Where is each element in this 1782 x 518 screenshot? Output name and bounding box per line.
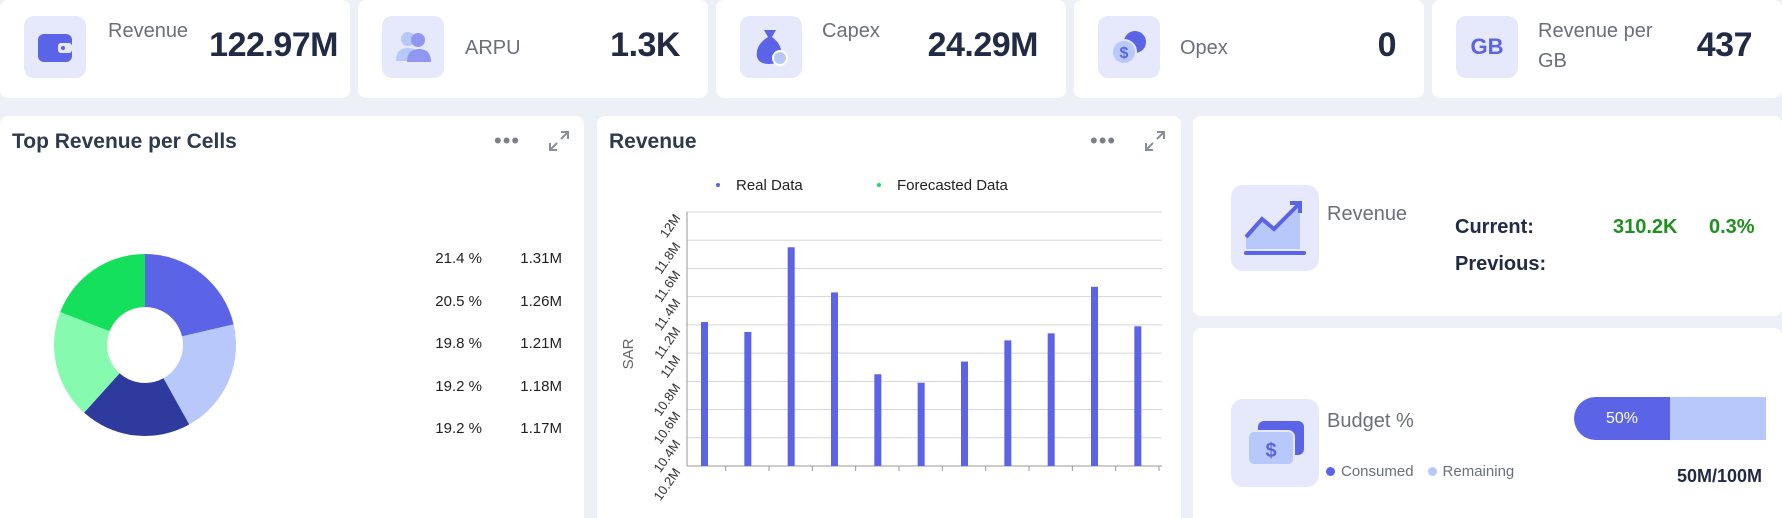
kpi-card-opex: $ Opex 0	[1074, 0, 1424, 98]
donut-legend-row: 19.2 % 1.17M	[404, 420, 562, 437]
kpi-label: Revenue per GB	[1538, 20, 1653, 72]
legend-marker-forecast	[877, 183, 881, 187]
current-label: Current:	[1455, 216, 1534, 238]
revenue-bar[interactable]	[831, 292, 838, 466]
legend-marker-real	[716, 183, 720, 187]
budget-label: Budget %	[1327, 410, 1414, 432]
row-percent: 19.8 %	[435, 335, 482, 352]
kpi-label: Capex	[822, 20, 880, 42]
donut-legend-row: 19.8 % 1.21M	[404, 335, 562, 352]
svg-text:$: $	[1120, 45, 1129, 62]
more-options-icon[interactable]: •••	[494, 128, 521, 153]
row-value: 1.21M	[520, 335, 562, 352]
donut-slice[interactable]	[84, 373, 190, 436]
budget-progress-fill: 50%	[1574, 397, 1670, 440]
gb-icon: GB	[1456, 16, 1518, 78]
row-percent: 19.2 %	[435, 420, 482, 437]
y-tick-label: 11.2M	[651, 324, 683, 361]
remaining-dot	[1427, 467, 1437, 476]
panel-actions: •••	[1090, 130, 1166, 152]
budget-progress-bar: 50%	[1574, 397, 1766, 440]
revenue-bar[interactable]	[1047, 333, 1055, 466]
kpi-value: 0	[1377, 26, 1397, 64]
kpi-value: 437	[1696, 26, 1753, 64]
revenue-bar[interactable]	[1091, 286, 1098, 466]
kpi-card-capex: Capex 24.29M	[716, 0, 1066, 98]
row-value: 1.31M	[520, 250, 562, 267]
users-icon	[382, 16, 444, 78]
row-percent: 21.4 %	[435, 250, 482, 267]
panel-title: Revenue	[609, 130, 697, 153]
y-axis-label: SAR	[620, 338, 637, 369]
coins-icon: $	[1098, 16, 1160, 78]
donut-slice[interactable]	[145, 254, 234, 337]
kpi-value: 24.29M	[927, 26, 1039, 64]
revenue-bar[interactable]	[787, 247, 795, 466]
kpi-card-revenue: Revenue 122.97M	[0, 0, 350, 98]
donut-legend-row: 20.5 % 1.26M	[404, 293, 562, 310]
donut-legend-row: 21.4 % 1.31M	[404, 250, 562, 267]
current-value: 310.2K	[1613, 216, 1678, 238]
revenue-bar[interactable]	[917, 382, 925, 466]
revenue-bar[interactable]	[1134, 326, 1142, 466]
kpi-label: Opex	[1180, 37, 1228, 59]
donut-slice[interactable]	[60, 254, 145, 332]
donut-legend-row: 19.2 % 1.18M	[404, 378, 562, 395]
row-percent: 19.2 %	[435, 377, 482, 395]
revenue-bar[interactable]	[1004, 340, 1012, 466]
budget-amount: 50M/100M	[1676, 466, 1762, 486]
legend-remaining: Remaining	[1442, 463, 1515, 480]
row-value: 1.17M	[520, 420, 562, 437]
panel-title: Top Revenue per Cells	[12, 130, 237, 153]
row-value: 1.18M	[520, 377, 562, 395]
donut-slice[interactable]	[163, 324, 237, 425]
expand-icon[interactable]	[1144, 130, 1166, 152]
y-tick-label: 11.4M	[651, 296, 683, 333]
revenue-bar-chart: Real Data Forecasted Data SAR 10.2M10.4M…	[620, 177, 1162, 503]
donut-chart	[53, 254, 237, 436]
kpi-card-revenue-per-gb: GB Revenue per GB 437	[1432, 0, 1782, 98]
panel-actions: •••	[494, 130, 570, 152]
svg-text:$: $	[1265, 440, 1276, 462]
revenue-chart-panel	[597, 116, 1181, 518]
kpi-value: 122.97M	[209, 26, 338, 64]
kpi-value: 1.3K	[610, 26, 680, 64]
row-value: 1.26M	[520, 292, 562, 310]
legend-consumed: Consumed	[1341, 463, 1414, 480]
revenue-bar[interactable]	[744, 331, 752, 466]
wallet-icon	[24, 16, 86, 78]
money-bag-icon	[740, 16, 802, 78]
revenue-bar[interactable]	[874, 374, 882, 466]
revenue-bar[interactable]	[961, 361, 968, 466]
expand-icon[interactable]	[548, 130, 570, 152]
budget-legend: Consumed Remaining	[1326, 463, 1514, 480]
current-change: 0.3%	[1709, 216, 1755, 238]
chart-trend-icon	[1231, 185, 1319, 271]
legend-real-data: Real Data	[736, 177, 803, 194]
previous-label: Previous:	[1455, 253, 1547, 275]
kpi-card-arpu: ARPU 1.3K	[358, 0, 708, 98]
donut-slice[interactable]	[53, 311, 120, 413]
kpi-label: ARPU	[465, 37, 521, 59]
y-tick-label: 12M	[657, 211, 684, 240]
cash-icon: $	[1231, 399, 1319, 487]
revenue-bar[interactable]	[701, 322, 708, 466]
y-tick-label: 11.6M	[651, 268, 683, 305]
row-percent: 20.5 %	[435, 292, 482, 310]
legend-forecasted-data: Forecasted Data	[897, 177, 1009, 194]
budget-percent: 50%	[1605, 409, 1639, 427]
more-options-icon[interactable]: •••	[1090, 128, 1117, 153]
consumed-dot	[1326, 467, 1335, 476]
revenue-compare-label: Revenue	[1327, 203, 1408, 225]
y-tick-label: 11.8M	[651, 239, 683, 276]
y-tick-label: 10.8M	[650, 380, 683, 418]
kpi-label: Revenue	[108, 20, 189, 42]
